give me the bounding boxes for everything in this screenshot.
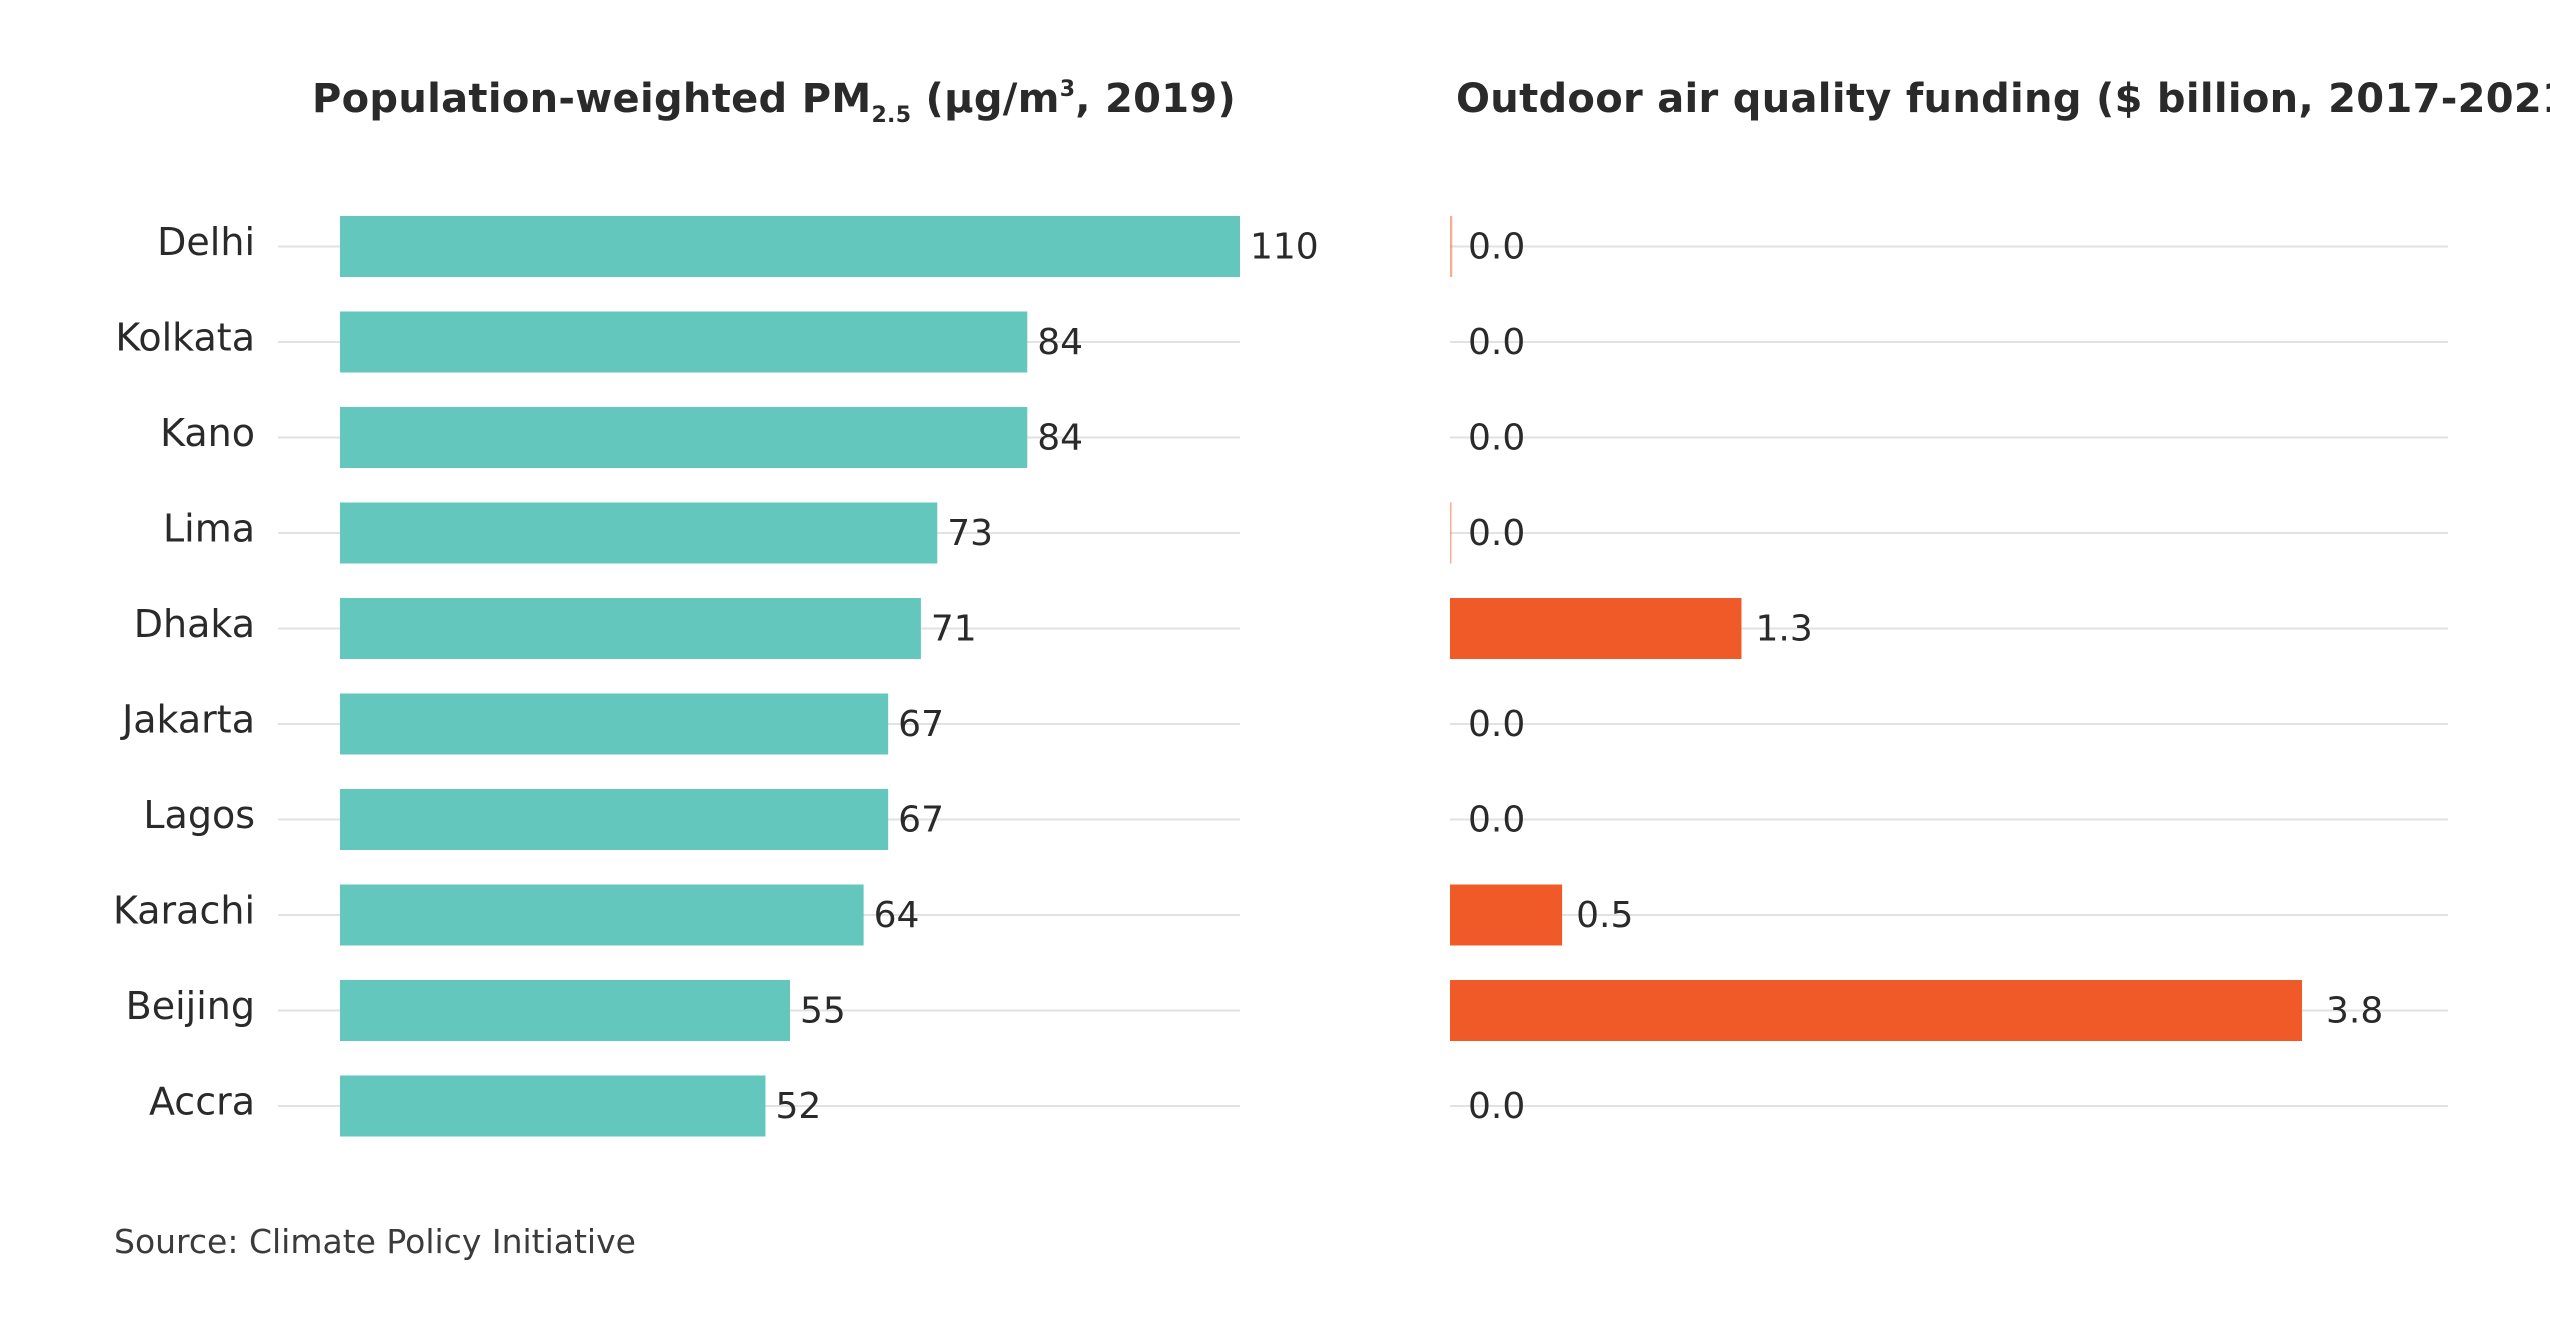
source-note: Source: Climate Policy Initiative <box>114 1222 636 1261</box>
funding-value-label-beijing: 3.8 <box>2326 991 2383 1032</box>
pm25-bar-kolkata <box>340 311 1028 373</box>
funding-value-label-kano: 0.0 <box>1468 418 1525 459</box>
funding-value-label-accra: 0.0 <box>1468 1086 1525 1127</box>
category-label-jakarta: Jakarta <box>120 698 255 742</box>
pm25-value-label-delhi: 110 <box>1250 227 1319 268</box>
pm25-bar-lagos <box>340 789 889 850</box>
funding-value-label-kolkata: 0.0 <box>1468 322 1525 363</box>
funding-value-label-jakarta: 0.0 <box>1468 704 1525 745</box>
funding-value-label-delhi: 0.0 <box>1468 227 1525 268</box>
pm25-value-label-karachi: 64 <box>874 895 920 936</box>
pm25-title-unit-open: (µg/m <box>911 76 1060 122</box>
pm25-value-label-kolkata: 84 <box>1037 322 1083 363</box>
pm25-bar-dhaka <box>340 598 921 659</box>
funding-value-label-karachi: 0.5 <box>1576 895 1633 936</box>
funding-bar-beijing <box>1450 980 2302 1041</box>
pm25-title-subscript: 2.5 <box>871 103 912 128</box>
category-label-kolkata: Kolkata <box>115 316 255 360</box>
funding-value-label-dhaka: 1.3 <box>1755 609 1812 650</box>
pm25-value-label-dhaka: 71 <box>931 609 977 650</box>
pm25-bar-karachi <box>340 884 864 946</box>
pm25-value-label-lagos: 67 <box>898 800 944 841</box>
pm25-bar-jakarta <box>340 693 889 755</box>
pm25-value-label-accra: 52 <box>775 1086 821 1127</box>
funding-bar-delhi <box>1450 216 1453 277</box>
pm25-bar-delhi <box>340 216 1240 277</box>
category-label-karachi: Karachi <box>113 889 255 933</box>
pm25-title-lead: Population-weighted PM <box>312 76 872 122</box>
funding-bar-lima <box>1450 502 1452 564</box>
pm25-bar-kano <box>340 407 1028 468</box>
pm25-bar-accra <box>340 1075 766 1137</box>
pm25-title-unit-close: , 2019) <box>1075 76 1237 122</box>
category-label-delhi: Delhi <box>157 220 255 264</box>
pm25-value-label-jakarta: 67 <box>898 704 944 745</box>
pm25-value-label-beijing: 55 <box>800 991 846 1032</box>
funding-bar-dhaka <box>1450 598 1742 659</box>
pm25-title-superscript: 3 <box>1059 77 1076 102</box>
category-label-lagos: Lagos <box>143 793 255 837</box>
pm25-value-label-lima: 73 <box>947 513 993 554</box>
funding-value-label-lima: 0.0 <box>1468 513 1525 554</box>
pm25-chart-title: Population-weighted PM2.5 (µg/m3, 2019) <box>312 76 1237 128</box>
category-label-lima: Lima <box>163 507 255 551</box>
pm25-bar-lima <box>340 502 938 564</box>
category-label-kano: Kano <box>160 411 255 455</box>
pm25-bar-beijing <box>340 980 790 1041</box>
funding-value-label-lagos: 0.0 <box>1468 800 1525 841</box>
category-label-accra: Accra <box>149 1080 255 1124</box>
category-label-dhaka: Dhaka <box>134 602 255 646</box>
funding-bar-karachi <box>1450 884 1563 946</box>
pm25-value-label-kano: 84 <box>1037 418 1083 459</box>
funding-chart-title: Outdoor air quality funding ($ billion, … <box>1456 76 2550 122</box>
category-label-beijing: Beijing <box>126 984 255 1028</box>
